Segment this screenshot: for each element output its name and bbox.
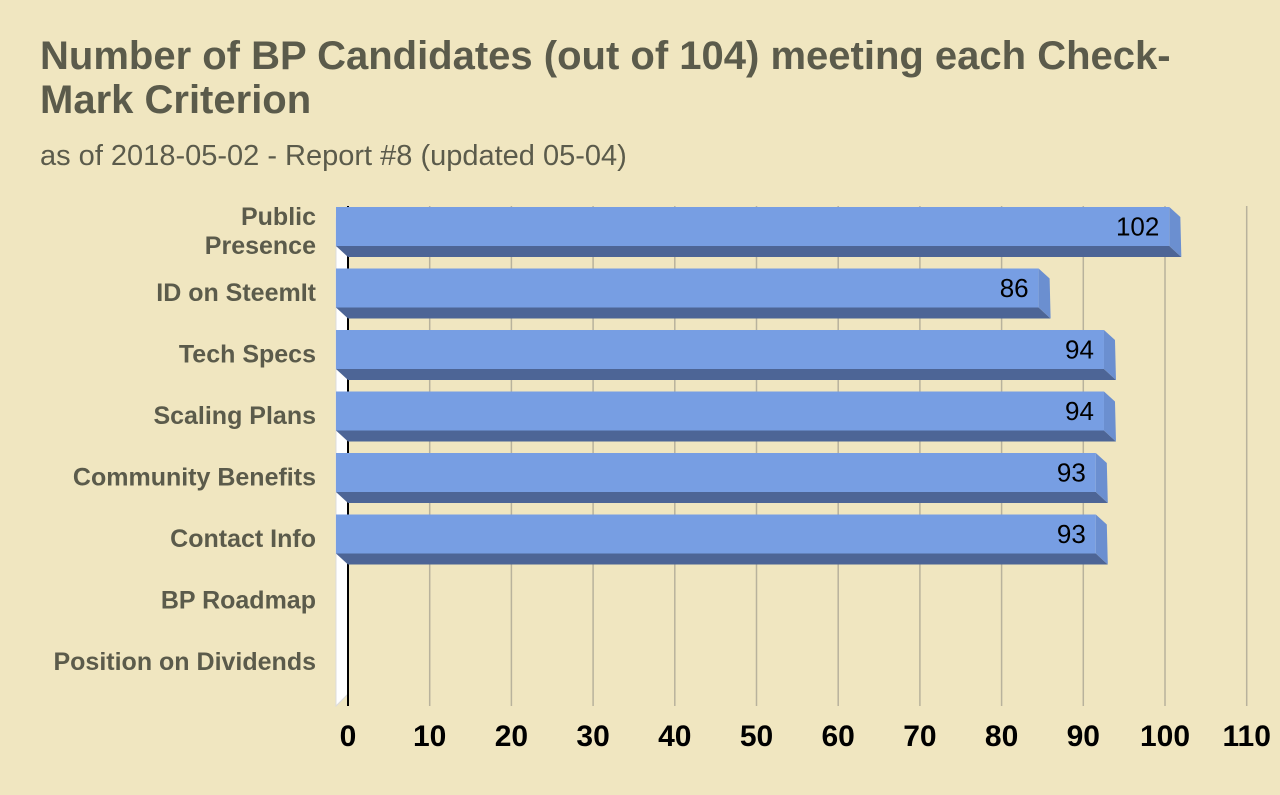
category-label: Presence [205, 232, 316, 260]
bar [336, 207, 1170, 246]
category-label: BP Roadmap [161, 587, 316, 615]
category-label: Public [241, 203, 316, 231]
category-label: ID on SteemIt [156, 279, 316, 307]
category-label: Position on Dividends [53, 648, 316, 676]
category-label: Contact Info [170, 525, 316, 553]
category-label: Scaling Plans [153, 402, 316, 430]
x-tick-label: 60 [822, 720, 855, 753]
data-label: 94 [1065, 396, 1094, 426]
x-tick-label: 40 [658, 720, 691, 753]
bar [336, 514, 1096, 554]
chart-subtitle: as of 2018-05-02 - Report #8 (updated 05… [40, 140, 627, 172]
data-label: 94 [1065, 335, 1094, 365]
bar [336, 453, 1096, 492]
bar [336, 391, 1104, 431]
x-tick-label: 100 [1140, 720, 1190, 753]
x-tick-label: 80 [985, 720, 1018, 753]
x-tick-label: 50 [740, 720, 773, 753]
bar-bottom-face [336, 307, 1051, 319]
x-tick-label: 0 [340, 720, 357, 753]
x-tick-label: 110 [1222, 720, 1270, 753]
bar-bottom-face [336, 553, 1108, 565]
data-label: 102 [1116, 212, 1159, 242]
x-tick-label: 10 [413, 720, 446, 753]
bar-end-face [1038, 268, 1051, 319]
bar-end-face [1103, 330, 1116, 380]
bar-bottom-face [336, 492, 1108, 503]
bar [336, 330, 1104, 369]
x-tick-label: 30 [576, 720, 609, 753]
bar-bottom-face [336, 430, 1116, 442]
bar-bottom-face [336, 246, 1182, 257]
data-label: 86 [1000, 273, 1029, 303]
bar [336, 268, 1039, 308]
data-label: 93 [1057, 458, 1086, 488]
bar-end-face [1095, 514, 1108, 565]
bar-end-face [1103, 391, 1116, 442]
bar-end-face [1169, 207, 1182, 257]
data-label: 93 [1057, 519, 1086, 549]
x-tick-label: 90 [1067, 720, 1100, 753]
bar-end-face [1095, 453, 1108, 503]
bar-bottom-face [336, 369, 1116, 380]
x-tick-label: 20 [495, 720, 528, 753]
category-label: Community Benefits [73, 464, 316, 492]
category-label: Tech Specs [179, 341, 316, 369]
x-tick-label: 70 [903, 720, 936, 753]
chart-title: Number of BP Candidates (out of 104) mee… [40, 34, 1171, 122]
